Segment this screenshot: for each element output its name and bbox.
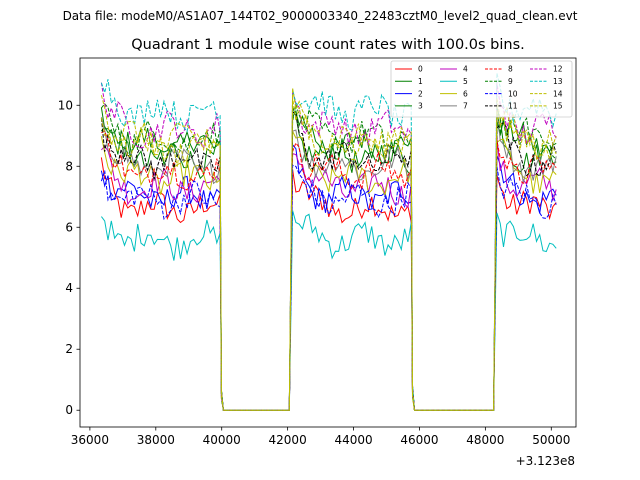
legend-box bbox=[390, 60, 573, 118]
y-tick-label: 4 bbox=[65, 281, 73, 295]
legend-label-9: 9 bbox=[508, 77, 513, 86]
x-tick-label: 40000 bbox=[203, 433, 241, 447]
series-line-15 bbox=[100, 88, 557, 411]
series-line-4 bbox=[101, 137, 557, 411]
plot-area bbox=[100, 72, 557, 411]
y-tick-label: 0 bbox=[65, 403, 73, 417]
series-line-9 bbox=[101, 103, 557, 411]
axes: 36000 38000 40000 42000 44000 46000 48000 50000… bbox=[58, 57, 577, 447]
legend-label-5: 5 bbox=[463, 77, 468, 86]
x-offset-label: +3.123e8 bbox=[516, 454, 575, 468]
legend-label-13: 13 bbox=[553, 77, 563, 86]
legend-label-14: 14 bbox=[553, 89, 563, 98]
chart-title: Quadrant 1 module wise count rates with … bbox=[131, 37, 525, 53]
series-line-12 bbox=[100, 82, 557, 411]
series-line-5 bbox=[101, 210, 557, 411]
x-tick-label: 50000 bbox=[532, 433, 570, 447]
x-tick-label: 36000 bbox=[71, 433, 109, 447]
legend-label-12: 12 bbox=[553, 65, 563, 74]
legend-label-2: 2 bbox=[418, 89, 423, 98]
legend-label-10: 10 bbox=[508, 89, 518, 98]
series-line-14 bbox=[100, 95, 557, 411]
x-tick-label: 42000 bbox=[269, 433, 307, 447]
series-line-8 bbox=[101, 130, 557, 411]
legend-label-4: 4 bbox=[463, 65, 468, 74]
series-line-6 bbox=[100, 131, 557, 411]
legend-label-3: 3 bbox=[418, 102, 423, 111]
x-tick-label: 48000 bbox=[466, 433, 504, 447]
axes-frame bbox=[79, 57, 577, 428]
y-tick-label: 8 bbox=[65, 159, 73, 173]
x-tick-label: 46000 bbox=[400, 433, 438, 447]
x-tick-label: 44000 bbox=[334, 433, 372, 447]
y-tick-label: 6 bbox=[65, 220, 73, 234]
legend-label-1: 1 bbox=[418, 77, 423, 86]
legend-label-15: 15 bbox=[553, 102, 563, 111]
x-tick-label: 38000 bbox=[137, 433, 175, 447]
legend-label-7: 7 bbox=[463, 102, 468, 111]
series-line-10 bbox=[100, 164, 557, 411]
legend-label-0: 0 bbox=[418, 65, 423, 74]
legend-label-11: 11 bbox=[508, 102, 518, 111]
y-tick-label: 10 bbox=[58, 98, 73, 112]
y-tick-label: 2 bbox=[65, 342, 73, 356]
legend-label-6: 6 bbox=[463, 89, 468, 98]
chart-suptitle: Data file: modeM0/AS1A07_144T02_90000033… bbox=[63, 9, 578, 23]
legend-label-8: 8 bbox=[508, 65, 513, 74]
